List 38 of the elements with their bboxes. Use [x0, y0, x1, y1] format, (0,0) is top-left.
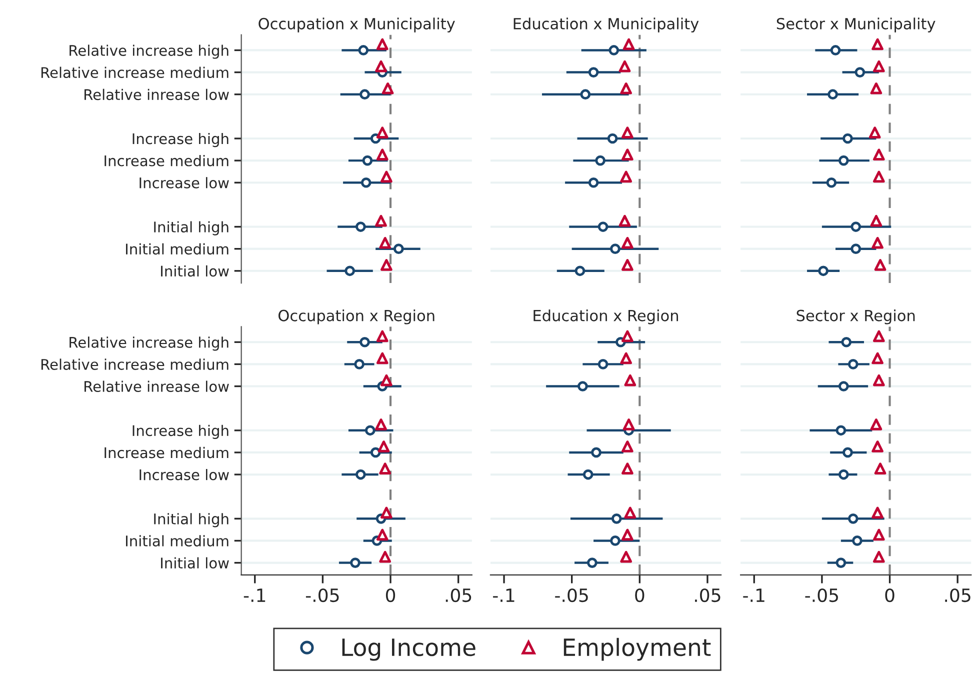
- x-tick-label: -.05: [805, 588, 838, 602]
- x-tick-label: -.1: [743, 588, 764, 602]
- x-tick-label: 0: [885, 588, 894, 602]
- x-tick-label: .05: [695, 588, 720, 602]
- y-tick-label: Increase medium: [104, 446, 228, 458]
- y-tick-label: Increase low: [140, 177, 229, 188]
- y-tick-label: Relative increase high: [70, 44, 228, 59]
- x-tick-label: .05: [446, 588, 472, 602]
- y-tick-label: Relative increase medium: [41, 358, 228, 370]
- y-tick-label: Initial high: [154, 513, 228, 528]
- chart-title: Education x Municipality: [514, 18, 699, 32]
- chart-title: Occupation x Municipality: [258, 18, 455, 32]
- y-tick-label: Relative inrease low: [84, 380, 229, 392]
- x-tick-label: -.05: [555, 588, 588, 602]
- chart-title: Sector x Municipality: [776, 18, 936, 32]
- y-tick-label: Initial medium: [126, 535, 228, 546]
- y-tick-label: Increase high: [132, 424, 228, 439]
- y-tick-label: Relative increase high: [70, 336, 228, 351]
- x-tick-label: 0: [386, 588, 396, 602]
- y-tick-label: Initial low: [161, 557, 229, 569]
- legend-label: Employment: [564, 638, 711, 661]
- y-tick-label: Increase high: [132, 132, 228, 148]
- y-tick-label: Relative increase medium: [41, 66, 228, 78]
- x-tick-label: -.1: [493, 588, 514, 602]
- y-tick-label: Initial low: [161, 265, 229, 277]
- legend-label: Log Income: [342, 638, 476, 661]
- chart-title: Occupation x Region: [278, 310, 434, 324]
- y-tick-label: Initial high: [154, 221, 228, 236]
- x-tick-label: -.1: [244, 588, 266, 602]
- x-tick-label: -.05: [306, 588, 339, 602]
- chart-title: Sector x Region: [796, 310, 915, 324]
- y-tick-label: Increase medium: [104, 155, 228, 166]
- x-tick-label: .05: [945, 588, 970, 602]
- chart-title: Education x Region: [534, 310, 678, 324]
- x-tick-label: 0: [635, 588, 644, 602]
- y-tick-label: Initial medium: [126, 243, 228, 255]
- y-tick-label: Relative inrease low: [84, 88, 229, 100]
- y-tick-label: Increase low: [140, 468, 229, 480]
